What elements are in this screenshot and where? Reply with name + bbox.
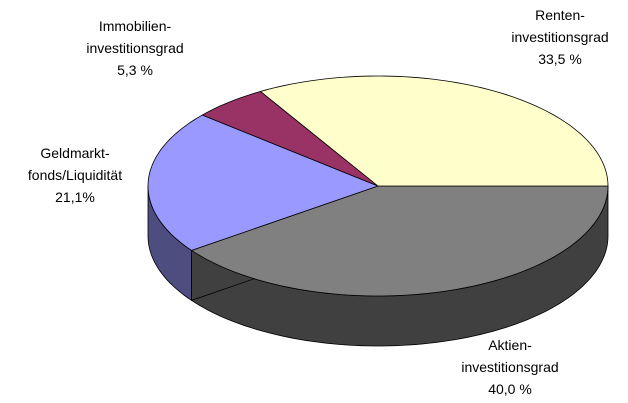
label-line: Immobilien- [99,18,172,34]
slice [201,90,379,187]
slice-label: Geldmarkt-fonds/Liquidität [28,145,122,183]
label-line: Aktien- [488,337,532,353]
label-line: investitionsgrad [86,40,183,56]
label-line: Renten- [535,7,585,23]
value-label: 5,3 % [117,62,153,78]
label-line: investitionsgrad [461,359,558,375]
slice-label: Immobilien-investitionsgrad [86,18,183,56]
slice [147,114,380,251]
value-label: 21,1% [55,189,95,205]
label-line: fonds/Liquidität [28,167,122,183]
value-label: 33,5 % [538,51,582,67]
label-line: investitionsgrad [511,29,608,45]
slice-label: Renten-investitionsgrad [511,7,608,45]
label-line: Geldmarkt- [40,145,110,161]
slice-label: Aktien-investitionsgrad [461,337,558,375]
value-label: 40,0 % [488,381,532,397]
slice [190,185,609,297]
slice [259,75,609,187]
